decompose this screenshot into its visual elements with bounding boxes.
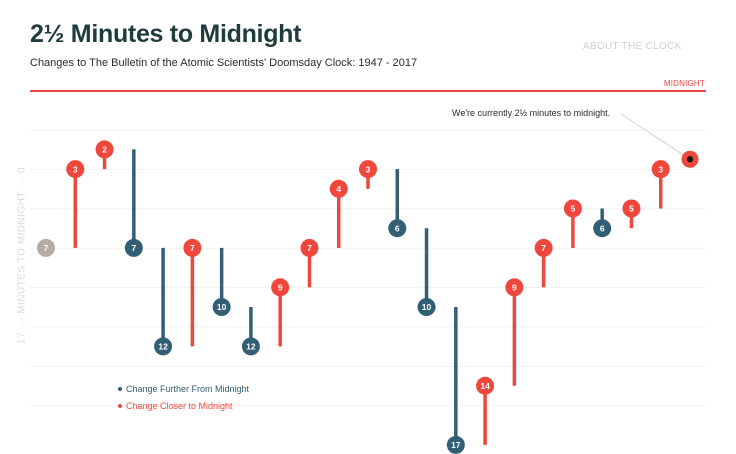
marker-further	[593, 219, 612, 238]
marker-closer	[329, 179, 348, 198]
marker-closer	[95, 140, 114, 159]
marker-label: 7	[131, 243, 136, 253]
marker-closer	[476, 376, 495, 395]
marker-further	[388, 219, 407, 238]
current-annotation: We're currently 2½ minutes to midnight.	[452, 108, 611, 118]
marker-label: 10	[217, 302, 227, 312]
legend-further: Change Further From Midnight	[118, 380, 249, 397]
marker-label: 9	[278, 283, 283, 293]
gridlines	[30, 129, 706, 407]
marker-label: 10	[422, 302, 432, 312]
about-the-clock-link[interactable]: ABOUT THE CLOCK	[583, 41, 682, 52]
marker-label: 5	[629, 204, 634, 214]
marker-closer	[622, 199, 641, 218]
marker-closer	[359, 160, 377, 179]
marker-further	[124, 238, 143, 257]
marker-label: 2	[102, 145, 107, 155]
marker-label: 12	[246, 342, 256, 352]
marker-further	[212, 298, 231, 316]
marker-label: 6	[395, 223, 400, 233]
legend-further-label: Change Further From Midnight	[126, 383, 250, 394]
marker-label: 5	[571, 204, 576, 214]
legend-further-dot	[118, 386, 122, 391]
marker-closer	[183, 238, 202, 257]
marker-label: 12	[158, 342, 168, 352]
marker-label: 3	[658, 164, 663, 174]
marker-further	[446, 435, 465, 454]
marker-closer	[534, 238, 553, 257]
midnight-label: MIDNIGHT	[663, 79, 705, 88]
markers: 7 3 2 7 12 7 10 12 9 7 4 3 6 10 17 14 9 7 5 6 5 3	[37, 140, 699, 454]
midnight-rule	[30, 90, 706, 92]
marker-closer	[563, 199, 582, 218]
marker-label: 7	[307, 243, 312, 253]
marker-closer	[505, 278, 524, 297]
marker-further	[241, 337, 260, 356]
marker-label: 3	[73, 164, 78, 174]
marker-current-center	[686, 156, 694, 163]
marker-closer	[651, 160, 670, 179]
marker-label: 6	[600, 223, 605, 233]
page-subtitle: Changes to The Bulletin of the Atomic Sc…	[30, 57, 418, 69]
marker-closer	[300, 238, 319, 257]
marker-closer	[66, 160, 85, 179]
annotation-leader-line	[620, 113, 685, 156]
marker-label: 3	[366, 164, 371, 174]
marker-label: 7	[190, 243, 195, 253]
legend-closer: Change Closer to Midnight	[118, 397, 249, 414]
legend-closer-label: Change Closer to Midnight	[126, 400, 233, 411]
marker-label: 7	[44, 243, 49, 253]
legend: Change Further From Midnight Change Clos…	[118, 380, 249, 414]
marker-further	[154, 337, 173, 356]
marker-label: 7	[541, 243, 546, 253]
marker-further	[417, 298, 436, 316]
marker-closer	[271, 278, 290, 297]
marker-label: 14	[480, 381, 490, 391]
marker-label: 4	[336, 184, 341, 194]
marker-label: 17	[451, 440, 461, 450]
page-title: 2½ Minutes to Midnight	[30, 20, 302, 48]
marker-label: 9	[512, 283, 517, 293]
legend-closer-dot	[118, 403, 122, 408]
marker-initial	[37, 238, 55, 257]
